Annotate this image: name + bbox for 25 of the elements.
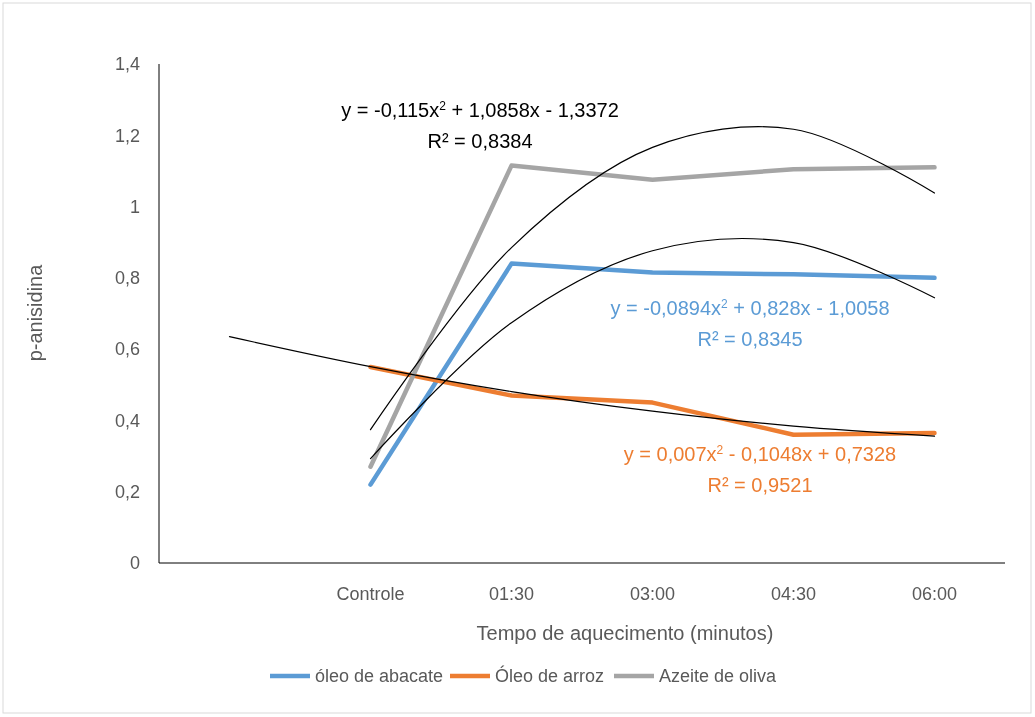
line-series xyxy=(368,163,937,470)
y-tick-label: 0 xyxy=(129,553,140,574)
annotation: y = 0,007x$^{2}$ - 0,1048x + 0,7328 xyxy=(623,443,897,465)
y-tick-label: 1 xyxy=(129,196,140,217)
y-axis-title: p-anisidina xyxy=(24,263,46,362)
y-tick-label: 1,4 xyxy=(114,54,140,75)
x-tick-label: 04:30 xyxy=(770,584,817,604)
x-tick-label: 03:00 xyxy=(629,584,676,604)
y-tick-label: 0,6 xyxy=(114,339,140,360)
y-tick-label: 1,2 xyxy=(114,125,140,146)
y-tick-label: 0,2 xyxy=(114,482,140,503)
annotation: R² = 0,8384 xyxy=(427,130,533,152)
annotation: R² = 0,9521 xyxy=(707,474,813,496)
legend-label: óleo de abacate xyxy=(315,666,444,687)
annotation: y = -0,0894x$^{2}$ + 0,828x - 1,0058 xyxy=(610,297,890,319)
legend-label: Óleo de arroz xyxy=(495,665,605,687)
x-tick-label: 06:00 xyxy=(911,584,958,604)
y-tick-label: 0,4 xyxy=(114,410,140,431)
annotation: y = -0,115x$^{2}$ + 1,0858x - 1,3372 xyxy=(341,99,619,121)
annotation: R² = 0,8345 xyxy=(697,328,803,350)
x-axis-title: Tempo de aquecimento (minutos) xyxy=(476,622,774,644)
x-tick-label: 01:30 xyxy=(488,584,535,604)
legend-label: Azeite de oliva xyxy=(659,666,778,687)
y-tick-label: 0,8 xyxy=(114,268,140,289)
x-tick-label: Controle xyxy=(336,584,405,604)
